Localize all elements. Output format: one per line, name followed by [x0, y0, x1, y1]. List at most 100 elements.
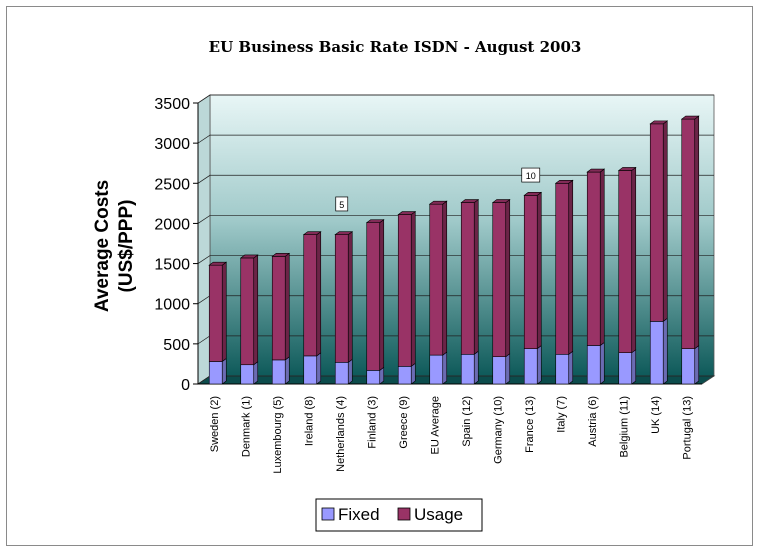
bar-front: [271, 256, 286, 361]
bar-side: [253, 254, 259, 366]
x-category-label: Luxembourg (5): [272, 396, 284, 474]
bar-side: [505, 198, 511, 358]
bar-top: [397, 211, 417, 215]
y-axis-label-line2: (US$/PPP): [116, 200, 137, 293]
x-category-label: Austria (6): [587, 396, 599, 447]
x-category-label: Spain (12): [461, 396, 473, 447]
bar-side: [662, 317, 668, 385]
bar-front: [397, 214, 412, 367]
bar-top: [208, 261, 228, 266]
x-category-label: France (13): [524, 396, 536, 453]
bar-front: [303, 355, 318, 385]
bar-front: [649, 123, 664, 322]
bar-side: [253, 361, 259, 385]
bar-usage: [397, 210, 417, 367]
bar-front: [208, 361, 223, 385]
bar-fixed: [240, 361, 259, 385]
bar-fixed: [618, 349, 637, 385]
bar-front: [334, 362, 349, 385]
x-category-label: Belgium (11): [618, 396, 630, 458]
gridline: [197, 174, 714, 184]
bar-front: [523, 195, 538, 349]
bar-side: [568, 350, 574, 385]
bar-top: [554, 179, 574, 184]
bar-top: [239, 254, 259, 259]
bar-side: [473, 350, 479, 385]
gridline: [197, 215, 714, 224]
bar-usage: [302, 231, 322, 357]
bar-front: [366, 222, 381, 371]
bar-fixed: [397, 362, 416, 385]
annotation-label: 5: [335, 196, 349, 212]
x-category-label: Sweden (2): [209, 396, 221, 452]
bar-top: [617, 167, 637, 171]
bar-side: [599, 341, 605, 385]
bar-front: [460, 353, 475, 385]
legend-swatch-usage: [397, 507, 411, 521]
bar-top: [271, 253, 291, 257]
bar-side: [410, 210, 416, 367]
bar-top: [649, 120, 669, 125]
annotation-box: [335, 196, 349, 212]
bar-fixed: [271, 356, 290, 385]
x-category-label: EU Average: [429, 396, 441, 455]
bar-front: [618, 170, 633, 353]
x-category-label: Greece (9): [398, 396, 410, 449]
x-category-label: Finland (3): [366, 396, 378, 449]
bar-side: [473, 198, 479, 355]
bar-side: [505, 353, 511, 385]
bar-top: [428, 200, 448, 205]
annotation-box: [521, 167, 541, 183]
bar-usage: [208, 261, 228, 363]
bar-fixed: [649, 317, 668, 385]
x-category-label: Denmark (1): [240, 396, 252, 457]
bar-front: [555, 353, 570, 385]
bar-fixed: [460, 350, 479, 385]
bar-usage: [649, 120, 669, 322]
bar-fixed: [586, 341, 605, 385]
bar-top: [334, 231, 354, 235]
y-axis-label-line1: Average Costs: [92, 180, 113, 312]
bar-side: [694, 345, 700, 385]
y-tick-label: 2500: [154, 176, 190, 193]
legend-label-usage: Usage: [414, 505, 463, 524]
bar-front: [523, 348, 538, 385]
bar-usage: [334, 231, 354, 363]
bar-top: [523, 192, 543, 196]
legend: Fixed Usage: [315, 498, 483, 532]
gridline: [197, 134, 714, 144]
bar-fixed: [555, 350, 574, 385]
x-category-label: Italy (7): [555, 396, 567, 433]
bar-usage: [365, 219, 385, 371]
bar-side: [316, 231, 322, 357]
bar-usage: [271, 252, 291, 361]
x-category-label: Portugal (13): [681, 396, 693, 460]
x-category-label: Ireland (8): [303, 396, 315, 446]
legend-label-fixed: Fixed: [338, 505, 380, 524]
bar-side: [442, 200, 448, 356]
bar-side: [631, 349, 637, 385]
y-tick-label: 1500: [154, 257, 190, 274]
gridline: [197, 255, 714, 264]
bar-fixed: [429, 351, 448, 385]
bar-front: [618, 352, 633, 385]
bar-fixed: [523, 345, 542, 385]
bar-front: [366, 370, 381, 385]
bar-side: [221, 357, 227, 385]
bar-side: [442, 351, 448, 385]
bar-top: [302, 231, 322, 235]
bar-side: [662, 120, 668, 322]
y-tick-label: 500: [163, 337, 190, 354]
bar-top: [586, 168, 606, 173]
bar-side: [694, 115, 700, 350]
y-axis-ticks: 0 500 1000 1500 2000 2500 3000 3500: [154, 96, 702, 394]
side-wall: [197, 94, 211, 385]
bar-front: [397, 366, 412, 385]
bar-fixed: [492, 353, 511, 385]
bar-front: [586, 345, 601, 385]
y-tick-label: 2000: [154, 216, 190, 233]
x-axis-categories: Sweden (2) Denmark (1) Luxembourg (5) Irela…: [209, 396, 694, 474]
bar-front: [681, 348, 696, 385]
bar-side: [379, 219, 385, 371]
